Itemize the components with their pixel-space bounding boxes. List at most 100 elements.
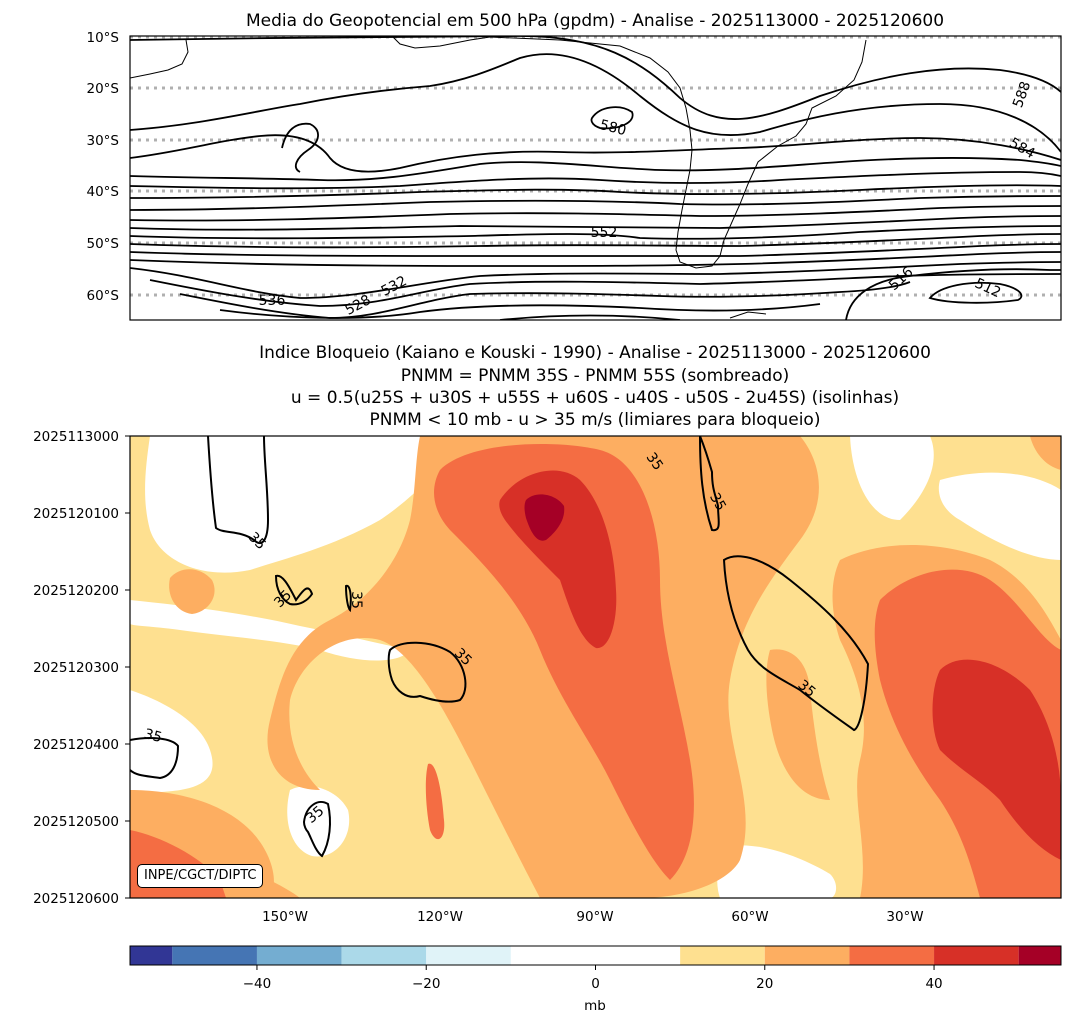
colorbar-bin — [849, 946, 935, 965]
xtick-label: 60°W — [731, 909, 768, 925]
u35-contour-east — [722, 555, 870, 732]
white-region-east-2 — [850, 436, 934, 520]
contour-556 — [130, 215, 1061, 231]
u35-contour-center — [387, 641, 467, 703]
contour-536 — [130, 261, 1061, 299]
xtick-label: 90°W — [576, 909, 613, 925]
colorbar-bin — [934, 946, 1019, 965]
bottom-ytick-label: 2025120500 — [33, 814, 119, 830]
bottom-title-line-4: PNMM < 10 mb - u > 35 m/s (limiares para… — [370, 410, 821, 430]
contour-576-lobe — [281, 122, 319, 173]
top-ytick-label: 20°S — [87, 81, 120, 97]
orange-strip-mid — [766, 649, 830, 800]
contour-580 — [130, 134, 1061, 173]
contour-548 — [130, 233, 1061, 249]
contour-520 — [499, 314, 681, 320]
bottom-ytick-label: 2025120100 — [33, 506, 119, 522]
bottom-y-axis: 2025113000 2025120100 2025120200 2025120… — [33, 429, 130, 907]
contour-576 — [130, 156, 1061, 182]
contour-544 — [130, 243, 1061, 257]
white-region-se — [717, 845, 837, 898]
credit-label: INPE/CGCT/DIPTC — [137, 864, 264, 888]
u35-contour-nw — [207, 436, 270, 545]
contour-540 — [130, 251, 1061, 267]
white-region-sw-small — [287, 786, 350, 857]
geopotential-contours — [130, 36, 1061, 320]
bottom-ytick-label: 2025120600 — [33, 891, 119, 907]
u35-contour-small-a — [274, 574, 314, 606]
top-ytick-label: 50°S — [87, 236, 120, 252]
colorbar-tick-label: −40 — [243, 976, 272, 992]
bottom-ytick-label: 2025120200 — [33, 583, 119, 599]
orange-corner-ne — [1030, 436, 1061, 470]
colorbar-tick-label: −20 — [412, 976, 441, 992]
colorbar — [129, 945, 1062, 970]
colorbar-tick-label: 0 — [591, 976, 600, 992]
wind-label-35: 35 — [706, 490, 729, 513]
colorbar-bin — [130, 946, 173, 965]
colorbar-ticks: −40 −20 0 20 40 — [243, 976, 943, 992]
bottom-title-line-2: PNMM = PNMM 35S - PNMM 55S (sombreado) — [401, 366, 790, 386]
bottom-ytick-label: 2025120300 — [33, 660, 119, 676]
top-ytick-label: 10°S — [87, 30, 120, 46]
coastlines — [130, 36, 867, 319]
contour-label-552: 552 — [591, 225, 618, 241]
contour-580-cell — [590, 106, 634, 130]
u35-contour-ne — [699, 436, 720, 532]
colorbar-tick-label: 20 — [756, 976, 773, 992]
contour-516 — [845, 268, 1061, 320]
top-ytick-label: 60°S — [87, 288, 120, 304]
coastline-south-america — [391, 36, 867, 269]
xtick-label: 150°W — [262, 909, 308, 925]
geopotential-map: 580 588 584 552 536 528 532 516 512 — [130, 36, 1061, 320]
colorbar-bin — [426, 946, 511, 965]
contour-label-536: 536 — [259, 293, 286, 309]
colorbar-bin — [172, 946, 257, 965]
contour-584 — [130, 53, 1061, 153]
contour-528 — [179, 281, 911, 319]
colorbar-tick-label: 40 — [925, 976, 942, 992]
shade-below-10 — [130, 436, 1061, 898]
contour-568 — [130, 184, 1061, 199]
bottom-ytick-label: 2025113000 — [33, 429, 119, 445]
red-east — [932, 659, 1061, 860]
colorbar-bin — [510, 946, 681, 965]
blocking-index-heatmap: 35 35 35 35 35 35 35 35 35 — [130, 436, 1061, 898]
wind-label-35: 35 — [142, 726, 163, 746]
bottom-title-line-1: Indice Bloqueio (Kaiano e Kouski - 1990)… — [259, 343, 931, 363]
u35-contour-small-b — [344, 584, 352, 613]
colorbar-bin — [680, 946, 765, 965]
contour-560 — [130, 205, 1061, 222]
red-orange-streak — [425, 763, 445, 840]
white-region-far-east — [938, 472, 1061, 560]
bottom-ytick-label: 2025120400 — [33, 737, 119, 753]
bottom-title: Indice Bloqueio (Kaiano e Kouski - 1990)… — [259, 343, 931, 430]
coastline-antarctica — [729, 311, 767, 319]
coastline-australia — [130, 39, 189, 79]
contour-552 — [130, 225, 1061, 240]
top-frame — [129, 35, 1062, 321]
colorbar-bin — [256, 946, 342, 965]
xtick-label: 30°W — [886, 909, 923, 925]
bottom-title-line-3: u = 0.5(u25S + u30S + u55S + u60S - u40S… — [291, 388, 899, 408]
contour-512 — [928, 281, 1023, 304]
bottom-x-axis: 150°W 120°W 90°W 60°W 30°W — [262, 909, 924, 925]
red-orange-central — [434, 444, 694, 880]
top-title: Media do Geopotencial em 500 hPa (gpdm) … — [246, 11, 944, 31]
top-y-axis: 10°S 20°S 30°S 40°S 50°S 60°S — [87, 30, 120, 304]
u35-contour-west — [130, 737, 180, 780]
colorbar-bin — [764, 946, 850, 965]
white-region-mid-west — [130, 600, 410, 661]
wind-label-35: 35 — [348, 591, 364, 609]
contour-524 — [219, 303, 821, 319]
colorbar-bin — [341, 946, 427, 965]
orange-blob-west — [169, 569, 215, 614]
contour-564 — [130, 195, 1061, 211]
top-ytick-label: 40°S — [87, 184, 120, 200]
top-ytick-label: 30°S — [87, 133, 120, 149]
contour-572 — [130, 171, 1061, 190]
wind-contours — [130, 436, 870, 858]
u35-contour-sw — [302, 801, 331, 858]
xtick-label: 120°W — [417, 909, 463, 925]
colorbar-unit-label: mb — [584, 998, 606, 1014]
